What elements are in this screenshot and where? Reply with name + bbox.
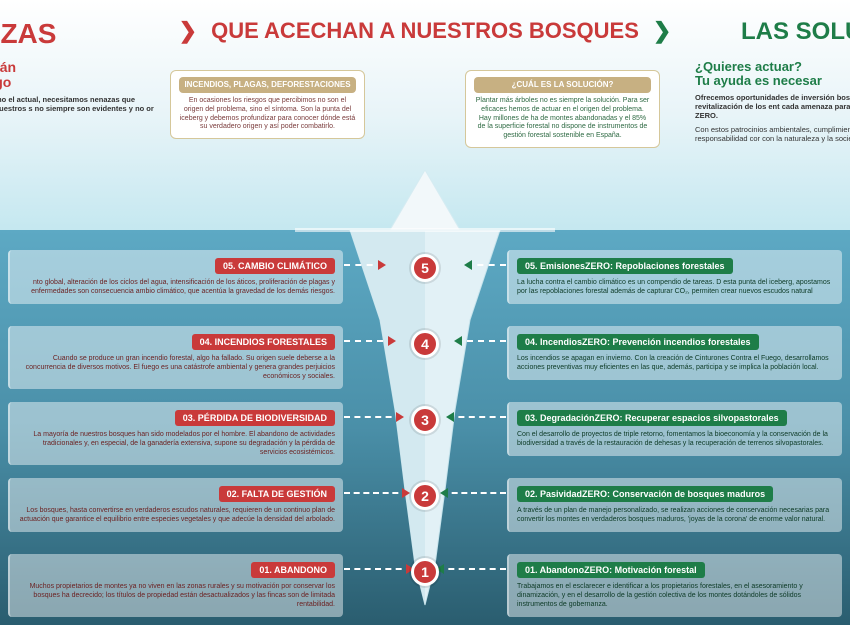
intro-right-title1: ¿Quieres actuar? <box>695 60 850 74</box>
arrow-icon <box>440 488 448 498</box>
threat-body: Los bosques, hasta convertirse en verdad… <box>18 506 335 524</box>
row-illustration-left: 🔥 <box>0 340 4 378</box>
arrow-icon <box>378 260 386 270</box>
solution-body: Con el desarrollo de proyectos de triple… <box>517 430 834 448</box>
threat-card: 02. FALTA DE GESTIÓN Los bosques, hasta … <box>8 478 343 532</box>
intro-left-body: mático como el actual, necesitamos nenaz… <box>0 95 160 123</box>
top-callout-right-title: ¿CUÁL ES LA SOLUCIÓN? <box>474 77 651 93</box>
intro-right-title2: Tu ayuda es necesar <box>695 74 850 88</box>
threat-title: 02. FALTA DE GESTIÓN <box>219 486 335 502</box>
row-illustration-right: 👥 <box>846 568 850 606</box>
top-callout-left-title: INCENDIOS, PLAGAS, DEFORESTACIONES <box>179 77 356 93</box>
arrow-icon <box>402 488 410 498</box>
connector-left <box>344 492 408 494</box>
chevron-icon: ❯ <box>179 18 197 44</box>
solution-title: 01. AbandonoZERO: Motivación forestal <box>517 562 705 578</box>
solution-body: Trabajamos en el esclarecer e identifica… <box>517 582 834 609</box>
threat-title: 04. INCENDIOS FORESTALES <box>192 334 335 350</box>
row-illustration-right: 🏡 <box>846 492 850 530</box>
connector-right <box>456 340 506 342</box>
header-center-title: QUE ACECHAN A NUESTROS BOSQUES <box>211 18 639 44</box>
row-illustration-left: 🌳 <box>0 492 4 530</box>
solution-title: 02. PasividadZERO: Conservación de bosqu… <box>517 486 773 502</box>
solution-card: 02. PasividadZERO: Conservación de bosqu… <box>507 478 842 532</box>
threat-title: 01. ABANDONO <box>251 562 335 578</box>
top-callout-right: ¿CUÁL ES LA SOLUCIÓN? Plantar más árbole… <box>465 70 660 148</box>
header-center-group: ❯ QUE ACECHAN A NUESTROS BOSQUES ❯ <box>0 18 850 44</box>
top-callout-left-text: En ocasiones los riesgos que percibimos … <box>179 97 356 132</box>
connector-right <box>466 264 506 266</box>
intro-left-block: es están r riesgo mático como el actual,… <box>0 60 160 123</box>
top-callout-right-text: Plantar más árboles no es siempre la sol… <box>474 97 651 141</box>
connector-left <box>344 568 412 570</box>
iceberg-number-badge: 1 <box>411 558 439 586</box>
threat-card: 01. ABANDONO Muchos propietarios de mont… <box>8 554 343 617</box>
arrow-icon <box>464 260 472 270</box>
header-right-title: LAS SOLUCIO <box>741 18 850 46</box>
solution-card: 01. AbandonoZERO: Motivación forestal Tr… <box>507 554 842 617</box>
row-illustration-left: 🌪️ <box>0 264 4 302</box>
row-illustration-right: 🌱 <box>846 264 850 302</box>
top-callout-left: INCENDIOS, PLAGAS, DEFORESTACIONES En oc… <box>170 70 365 139</box>
threat-card: 03. PÉRDIDA DE BIODIVERSIDAD La mayoría … <box>8 402 343 465</box>
threat-card: 04. INCENDIOS FORESTALES Cuando se produ… <box>8 326 343 389</box>
arrow-icon <box>454 336 462 346</box>
row-illustration-right: 🦌 <box>846 416 850 454</box>
connector-right <box>438 568 506 570</box>
solution-title: 05. EmisionesZERO: Repoblaciones foresta… <box>517 258 733 274</box>
row-illustration-left: 🏚️ <box>0 568 4 606</box>
intro-right-block: ¿Quieres actuar? Tu ayuda es necesar Ofr… <box>695 60 850 143</box>
arrow-icon <box>396 412 404 422</box>
threat-title: 03. PÉRDIDA DE BIODIVERSIDAD <box>175 410 335 426</box>
iceberg-number-badge: 5 <box>411 254 439 282</box>
solution-card: 05. EmisionesZERO: Repoblaciones foresta… <box>507 250 842 304</box>
connector-right <box>448 416 506 418</box>
threat-card: 05. CAMBIO CLIMÁTICO nto global, alterac… <box>8 250 343 304</box>
arrow-icon <box>388 336 396 346</box>
threat-body: Muchos propietarios de montes ya no vive… <box>18 582 335 609</box>
iceberg-number-badge: 4 <box>411 330 439 358</box>
threat-body: Cuando se produce un gran incendio fores… <box>18 354 335 381</box>
solution-title: 04. IncendiosZERO: Prevención incendios … <box>517 334 759 350</box>
intro-right-body: Ofrecemos oportunidades de inversión bos… <box>695 93 850 121</box>
row-illustration-right: 🚒 <box>846 340 850 378</box>
threat-body: nto global, alteración de los ciclos del… <box>18 278 335 296</box>
iceberg-number-badge: 3 <box>411 406 439 434</box>
row-illustration-left: 🐄 <box>0 416 4 454</box>
arrow-icon <box>446 412 454 422</box>
connector-left <box>344 264 384 266</box>
solution-body: Los incendios se apagan en invierno. Con… <box>517 354 834 372</box>
iceberg-number-badge: 2 <box>411 482 439 510</box>
solution-card: 03. DegradaciónZERO: Recuperar espacios … <box>507 402 842 456</box>
solution-body: La lucha contra el cambio climático es u… <box>517 278 834 296</box>
intro-left-title1: es están <box>0 60 160 75</box>
intro-left-title2: r riesgo <box>0 75 160 90</box>
threat-title: 05. CAMBIO CLIMÁTICO <box>215 258 335 274</box>
solution-title: 03. DegradaciónZERO: Recuperar espacios … <box>517 410 787 426</box>
connector-left <box>344 340 394 342</box>
connector-left <box>344 416 402 418</box>
connector-right <box>442 492 506 494</box>
chevron-icon: ❯ <box>653 18 671 44</box>
threat-body: La mayoría de nuestros bosques han sido … <box>18 430 335 457</box>
intro-right-body2: Con estos patrocinios ambientales, cumpl… <box>695 125 850 144</box>
solution-body: A través de un plan de manejo personaliz… <box>517 506 834 524</box>
solution-card: 04. IncendiosZERO: Prevención incendios … <box>507 326 842 380</box>
